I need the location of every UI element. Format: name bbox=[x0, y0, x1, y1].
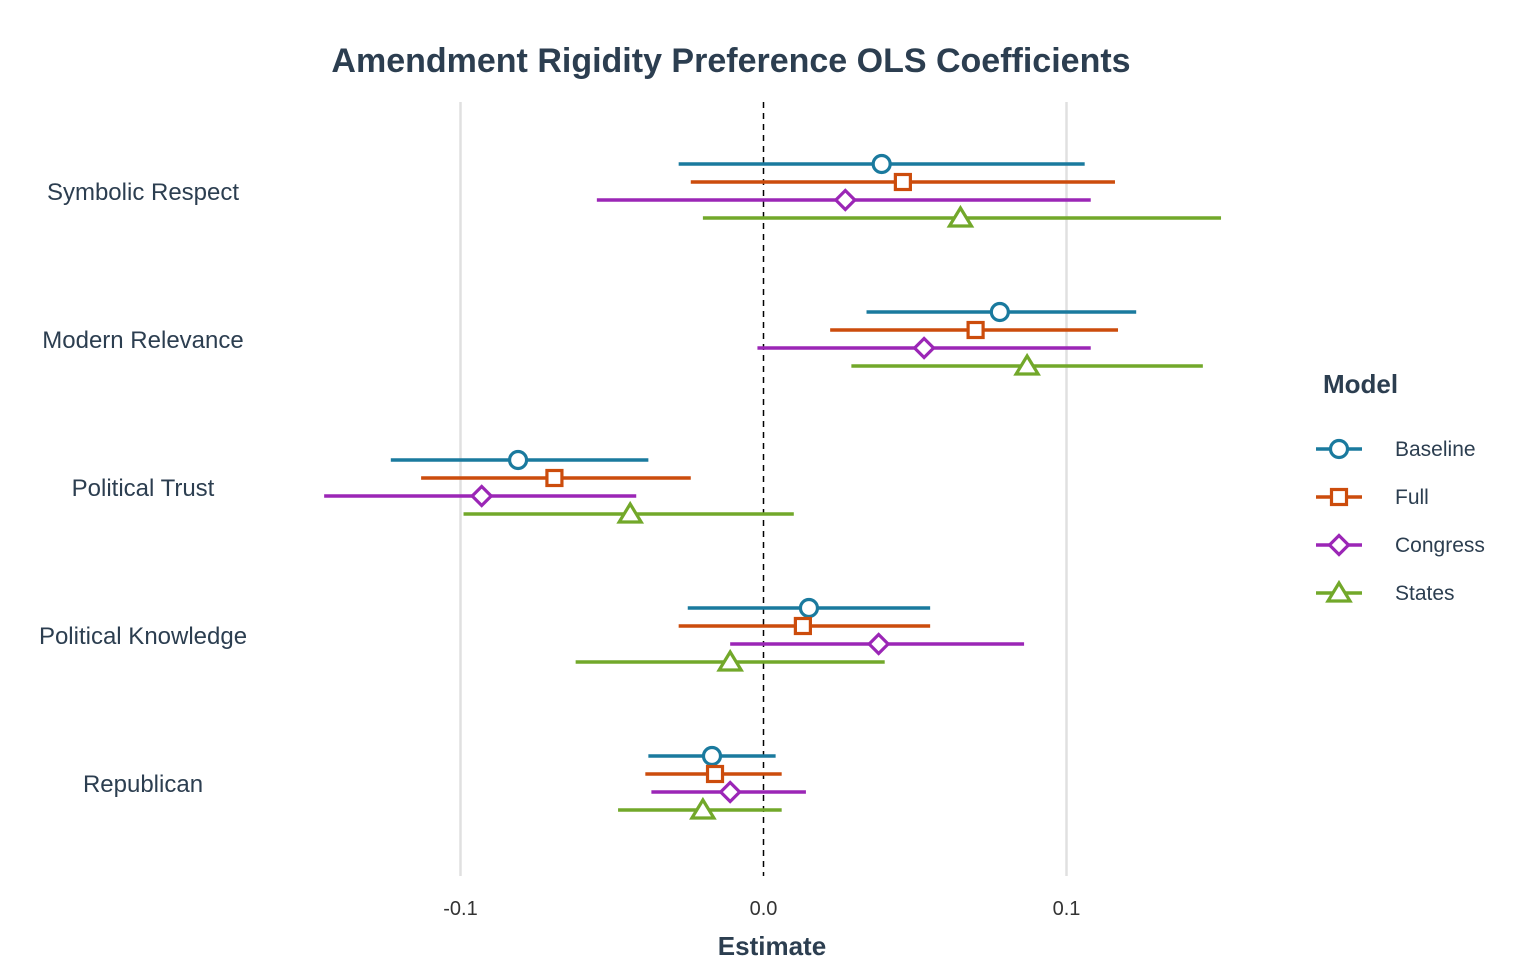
x-tick-label: 0.1 bbox=[1053, 898, 1081, 920]
legend-label: Baseline bbox=[1395, 438, 1476, 461]
estimate-point bbox=[705, 764, 725, 784]
legend-item-states: States bbox=[1316, 579, 1455, 605]
series-congress bbox=[324, 188, 1091, 804]
legend-item-congress: Congress bbox=[1316, 533, 1485, 557]
estimate-point bbox=[966, 320, 985, 340]
legend: Model Baseline Full Congress States bbox=[1316, 369, 1485, 605]
x-tick-label: -0.1 bbox=[443, 898, 477, 920]
estimate-point bbox=[866, 632, 891, 656]
estimate-point bbox=[833, 188, 858, 212]
legend-item-baseline: Baseline bbox=[1316, 438, 1476, 461]
estimate-point bbox=[469, 484, 494, 508]
chart-title: Amendment Rigidity Preference OLS Coeffi… bbox=[331, 42, 1130, 80]
legend-marker bbox=[1327, 533, 1351, 557]
legend-label: Congress bbox=[1395, 534, 1485, 557]
series-marks bbox=[324, 153, 1222, 820]
estimate-point bbox=[701, 745, 723, 767]
estimate-point bbox=[946, 204, 975, 228]
legend-label: States bbox=[1395, 582, 1455, 605]
estimate-point bbox=[716, 648, 745, 672]
series-states bbox=[463, 204, 1222, 820]
legend-label: Full bbox=[1395, 486, 1429, 509]
estimate-point bbox=[616, 500, 645, 524]
estimate-point bbox=[793, 616, 812, 636]
estimate-point bbox=[798, 597, 820, 619]
estimate-point bbox=[871, 153, 892, 175]
legend-item-full: Full bbox=[1316, 486, 1429, 509]
legend-title: Model bbox=[1323, 369, 1398, 399]
estimate-point bbox=[1013, 352, 1041, 376]
estimate-point bbox=[689, 796, 717, 820]
estimate-point bbox=[545, 468, 564, 488]
legend-marker bbox=[1328, 438, 1350, 460]
legend-items: Baseline Full Congress States bbox=[1316, 438, 1485, 605]
x-tick-label: 0.0 bbox=[750, 898, 778, 920]
category-label: Republican bbox=[83, 771, 203, 798]
estimate-point bbox=[912, 336, 936, 360]
estimate-point bbox=[893, 172, 912, 192]
series-full bbox=[421, 172, 1119, 784]
grid-lines bbox=[459, 102, 1068, 876]
category-labels: Symbolic Respect Modern Relevance Politica… bbox=[39, 179, 247, 798]
x-tick-labels: -0.1 0.0 0.1 bbox=[443, 898, 1080, 920]
category-label: Political Trust bbox=[72, 475, 215, 502]
category-label: Modern Relevance bbox=[42, 327, 243, 354]
legend-marker bbox=[1329, 487, 1349, 507]
category-label: Symbolic Respect bbox=[47, 179, 239, 206]
x-axis-title: Estimate bbox=[718, 931, 826, 961]
estimate-point bbox=[507, 449, 529, 471]
category-label: Political Knowledge bbox=[39, 623, 247, 650]
series-baseline bbox=[390, 153, 1137, 767]
estimate-point bbox=[718, 780, 742, 804]
legend-marker bbox=[1325, 579, 1353, 603]
estimate-point bbox=[989, 301, 1010, 323]
